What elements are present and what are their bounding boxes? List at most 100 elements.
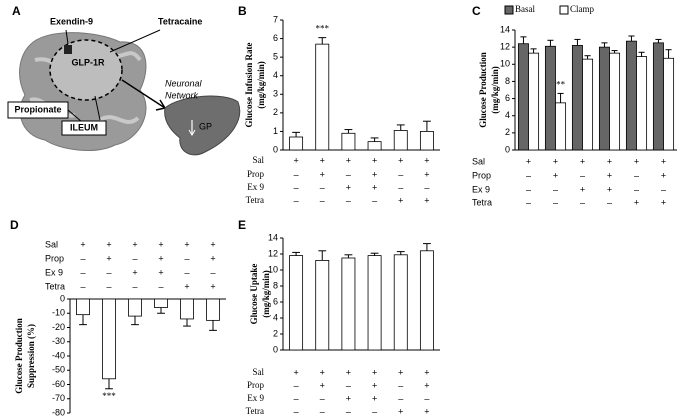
treatment-sign: +: [184, 239, 189, 249]
y-tick-label: 6: [505, 93, 510, 103]
y-tick-label: -30: [52, 336, 65, 346]
treatment-sign: +: [398, 406, 403, 416]
treatment-label: Prop: [45, 253, 64, 263]
error-bar: [396, 124, 405, 131]
y-axis-label: (mg/kg/min): [256, 61, 266, 109]
treatment-sign: –: [526, 170, 531, 180]
error-bar: [574, 38, 581, 46]
bar: [206, 298, 220, 321]
treatment-label: Ex 9: [247, 182, 264, 192]
error-bar: [344, 129, 353, 134]
error-bar: [422, 120, 431, 132]
y-tick-label: 4: [505, 110, 510, 120]
treatment-sign: –: [580, 197, 585, 207]
error-bar: [131, 316, 139, 326]
y-tick-label: 3: [273, 89, 278, 99]
treatment-sign: –: [80, 253, 85, 263]
treatment-sign: +: [293, 367, 298, 377]
y-tick-label: 14: [500, 24, 510, 34]
treatment-sign: +: [320, 169, 325, 179]
treatment-sign: –: [320, 182, 325, 192]
error-bar: [638, 51, 645, 57]
treatment-sign: –: [294, 393, 299, 403]
treatment-sign: –: [553, 197, 558, 207]
bar: [128, 298, 142, 317]
treatment-sign: –: [424, 393, 429, 403]
treatment-sign: –: [398, 182, 403, 192]
legend-label: Basal: [515, 4, 535, 14]
treatment-sign: +: [634, 156, 639, 166]
treatment-sign: –: [80, 267, 85, 277]
y-tick-label: -80: [52, 407, 65, 417]
treatment-sign: –: [398, 169, 403, 179]
y-tick-label: 5: [273, 52, 278, 62]
treatment-sign: +: [158, 239, 163, 249]
y-tick-label: 8: [505, 76, 510, 86]
y-axis-label: Glucose Production: [478, 52, 488, 128]
y-tick-label: 7: [273, 14, 278, 24]
y-tick-label: 12: [268, 248, 278, 258]
label: Neuronal: [165, 78, 203, 88]
treatment-sign: +: [424, 367, 429, 377]
treatment-sign: –: [294, 169, 299, 179]
treatment-label: Ex 9: [247, 393, 264, 403]
treatment-sign: –: [346, 195, 351, 205]
treatment-sign: +: [398, 155, 403, 165]
treatment-sign: –: [106, 267, 111, 277]
label: Network: [165, 90, 199, 100]
treatment-sign: +: [346, 393, 351, 403]
arrow: [65, 29, 69, 45]
treatment-sign: +: [372, 380, 377, 390]
treatment-sign: +: [106, 253, 111, 263]
label: ILEUM: [70, 122, 98, 132]
y-axis-label: (mg/kg/min): [490, 66, 500, 114]
bar: [315, 259, 330, 351]
treatment-sign: +: [607, 156, 612, 166]
treatment-label: Prop: [247, 380, 265, 390]
treatment-sign: +: [553, 156, 558, 166]
treatment-sign: –: [320, 406, 325, 416]
treatment-sign: –: [634, 184, 639, 194]
y-tick-label: -10: [52, 308, 65, 318]
bar: [393, 254, 408, 351]
treatment-sign: –: [346, 169, 351, 179]
treatment-sign: –: [80, 281, 85, 291]
error-bar: [422, 243, 431, 251]
y-tick-label: 8: [273, 280, 278, 290]
y-tick-label: 4: [273, 70, 278, 80]
error-bar: [628, 35, 635, 42]
treatment-sign: –: [294, 380, 299, 390]
bar: [517, 43, 529, 151]
treatment-label: Ex 9: [472, 184, 490, 194]
treatment-sign: +: [424, 380, 429, 390]
error-bar: [611, 50, 618, 54]
y-tick-label: 12: [500, 42, 510, 52]
treatment-sign: +: [553, 170, 558, 180]
bar: [625, 40, 637, 151]
treatment-label: Prop: [247, 169, 265, 179]
y-tick-label: 0: [273, 144, 278, 154]
panel-letter: B: [238, 4, 247, 18]
treatment-sign: –: [398, 380, 403, 390]
treatment-sign: –: [132, 281, 137, 291]
treatment-sign: +: [106, 239, 111, 249]
treatment-sign: –: [661, 184, 666, 194]
bar: [315, 43, 330, 151]
treatment-sign: +: [158, 253, 163, 263]
bar: [180, 298, 194, 320]
treatment-sign: +: [580, 156, 585, 166]
significance: **: [556, 79, 566, 89]
y-tick-label: 0: [505, 144, 510, 154]
treatment-sign: –: [634, 170, 639, 180]
bar: [528, 52, 540, 151]
error-bar: [655, 38, 662, 43]
legend-label: Clamp: [570, 4, 594, 14]
treatment-sign: –: [106, 281, 111, 291]
receptor-region: [49, 39, 123, 101]
y-tick-label: 0: [273, 344, 278, 354]
treatment-sign: –: [132, 253, 137, 263]
treatment-sign: +: [346, 155, 351, 165]
treatment-sign: +: [158, 267, 163, 277]
bar: [289, 136, 304, 151]
panel-letter: E: [238, 218, 246, 232]
